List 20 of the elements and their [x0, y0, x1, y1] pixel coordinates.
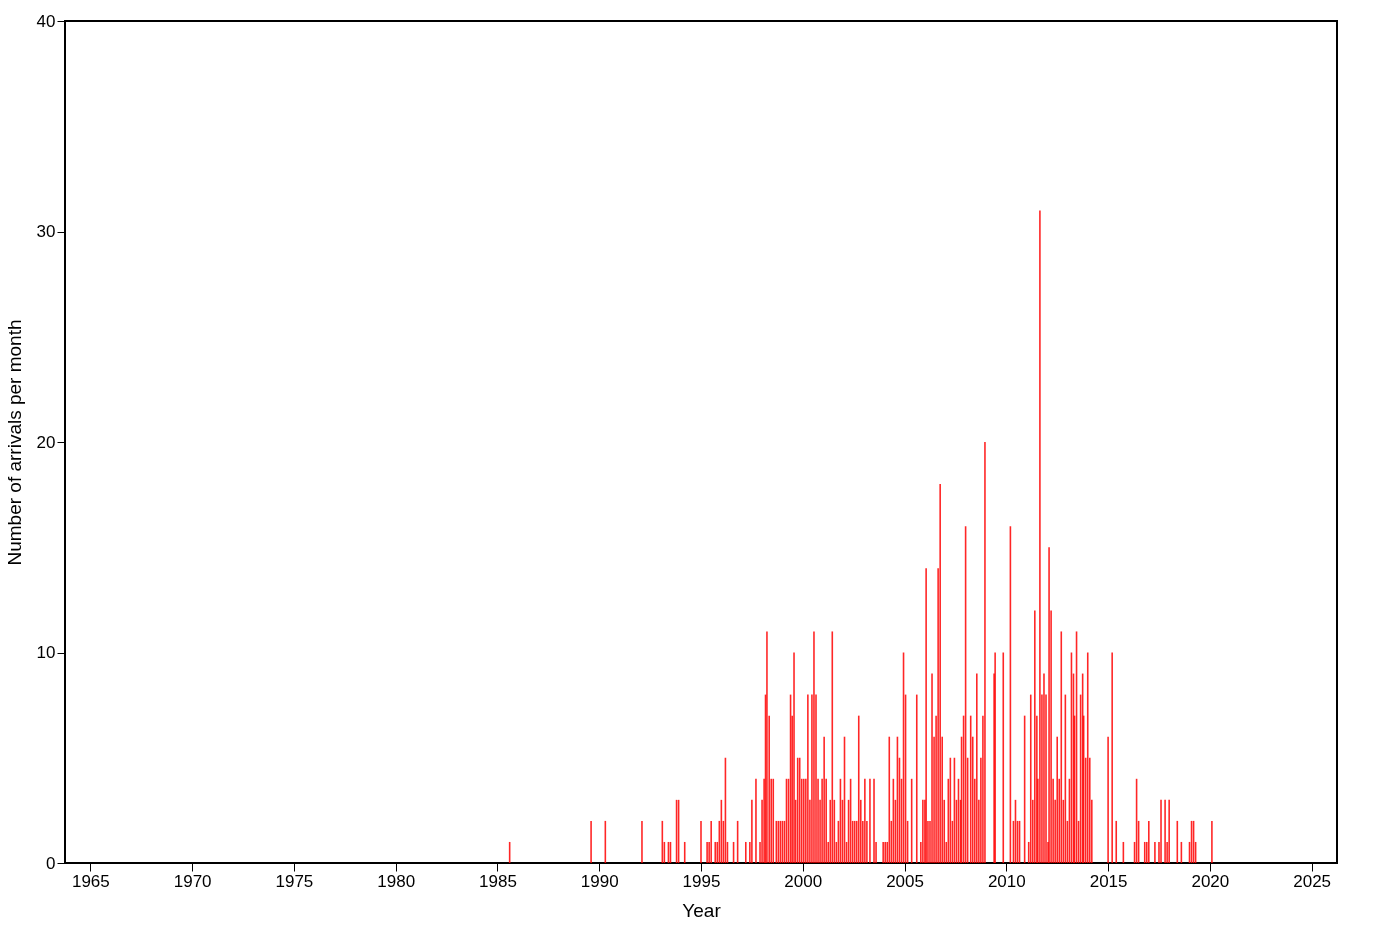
x-tick-label: 1975 — [275, 871, 314, 891]
x-tick-label: 1995 — [682, 871, 721, 891]
y-axis-title: Number of arrivals per month — [3, 319, 25, 566]
x-tick-label: 2005 — [886, 871, 924, 891]
x-tick-label: 2025 — [1293, 871, 1332, 891]
y-tick-label: 0 — [46, 853, 56, 873]
y-tick-label: 40 — [36, 11, 56, 31]
x-tick-label: 1980 — [377, 871, 416, 891]
x-tick-label: 1965 — [71, 871, 110, 891]
x-tick-label: 2010 — [987, 871, 1026, 891]
x-tick-label: 2015 — [1089, 871, 1128, 891]
y-tick-label: 10 — [36, 643, 56, 662]
x-tick-label: 2020 — [1191, 871, 1230, 891]
x-tick-label: 1990 — [580, 871, 619, 891]
x-tick-label: 1985 — [479, 871, 517, 891]
x-axis-title: Year — [682, 899, 722, 921]
x-tick-label: 2000 — [784, 871, 823, 891]
y-tick-label: 20 — [36, 432, 56, 452]
y-tick-label: 30 — [36, 222, 56, 241]
x-tick-label: 1970 — [173, 871, 212, 891]
